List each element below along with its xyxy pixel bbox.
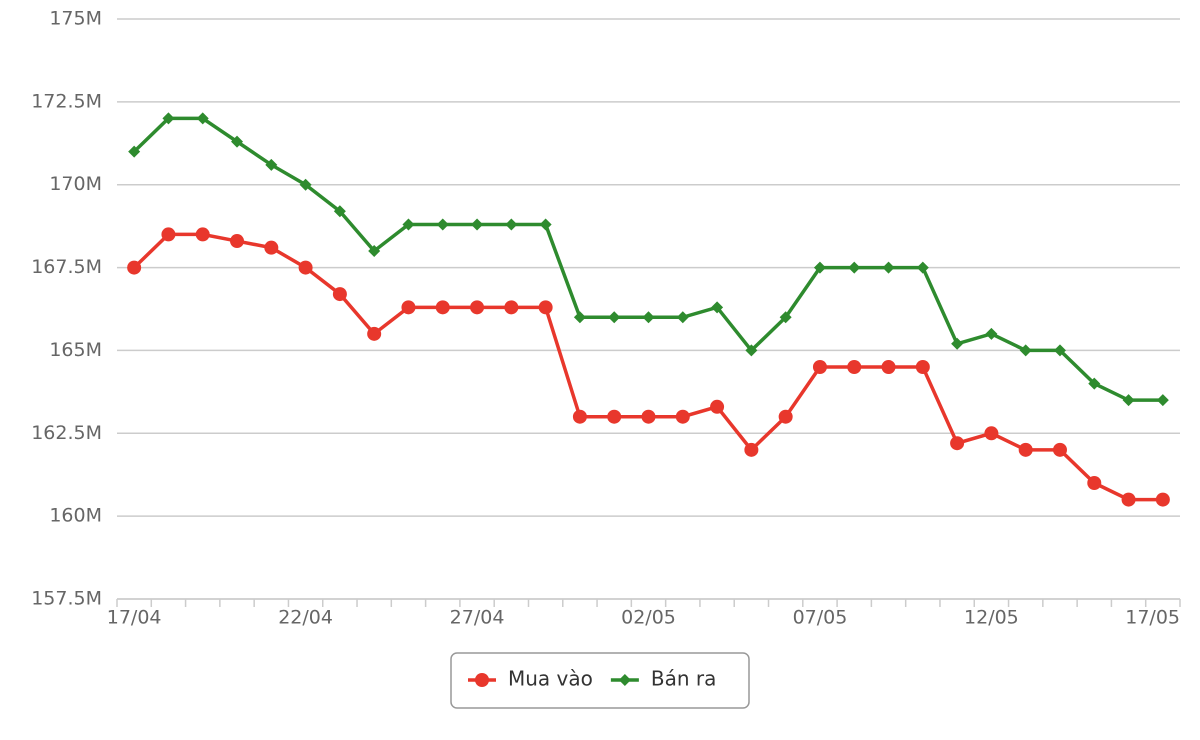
point — [710, 399, 725, 414]
point — [264, 240, 279, 255]
series-line — [132, 232, 1163, 502]
point — [128, 145, 141, 158]
x-tick-label: 22/04 — [278, 607, 333, 629]
point — [1156, 394, 1169, 407]
point — [504, 300, 519, 315]
point — [435, 300, 450, 315]
y-tick-label: 157.5M — [31, 588, 102, 610]
point — [196, 112, 209, 125]
point — [1155, 492, 1170, 507]
point — [1053, 344, 1066, 357]
point — [1087, 476, 1102, 490]
point — [745, 344, 758, 357]
point — [368, 245, 381, 257]
point — [333, 205, 346, 218]
point — [298, 260, 313, 275]
x-tick-label: 02/05 — [621, 607, 676, 629]
point — [608, 311, 621, 324]
point — [299, 178, 312, 191]
point — [538, 300, 553, 315]
point — [195, 227, 210, 242]
point — [436, 218, 449, 231]
x-tick-label: 17/04 — [107, 607, 162, 629]
point — [572, 409, 587, 424]
point — [505, 218, 518, 231]
point — [401, 300, 416, 315]
point — [641, 409, 656, 424]
y-tick-label: 162.5M — [31, 422, 102, 444]
point — [711, 301, 724, 314]
point — [984, 426, 999, 441]
point — [812, 360, 827, 374]
point — [779, 311, 792, 324]
point — [1018, 442, 1033, 457]
x-tick-label: 07/05 — [793, 607, 848, 629]
y-tick-label: 170M — [49, 173, 102, 195]
point — [539, 218, 552, 231]
point — [950, 436, 965, 451]
x-tick-label: 27/04 — [450, 607, 505, 629]
legend-label: Bán ra — [651, 667, 717, 691]
point — [676, 311, 689, 324]
legend-box — [450, 652, 750, 709]
y-tick-label: 167.5M — [31, 256, 102, 278]
point — [1121, 492, 1136, 507]
point — [1122, 394, 1135, 407]
y-tick-label: 172.5M — [31, 90, 102, 112]
point — [470, 300, 485, 315]
point — [161, 227, 176, 242]
y-tick-label: 175M — [49, 8, 102, 30]
point — [675, 409, 690, 424]
point — [744, 442, 759, 457]
legend-label: Mua vào — [508, 667, 593, 691]
point — [607, 409, 622, 424]
point — [1019, 344, 1032, 357]
point — [642, 311, 655, 324]
point — [1088, 377, 1101, 390]
point — [881, 360, 896, 374]
point — [916, 261, 929, 274]
x-tick-label: 12/05 — [964, 607, 1019, 629]
point — [573, 311, 586, 324]
y-tick-label: 160M — [49, 505, 102, 527]
point — [778, 409, 793, 424]
point — [471, 218, 484, 231]
point — [882, 261, 895, 274]
point — [848, 261, 861, 274]
point — [265, 158, 278, 171]
point — [847, 360, 862, 374]
x-tick-label: 17/05 — [1125, 607, 1180, 629]
point — [813, 261, 826, 274]
point — [951, 337, 964, 350]
point — [127, 260, 142, 275]
legend-marker — [475, 673, 489, 687]
point — [1052, 442, 1067, 457]
point — [230, 234, 245, 249]
point — [162, 112, 175, 125]
legend: Mua vào Bán ra — [468, 667, 716, 691]
point — [231, 135, 244, 148]
point — [367, 326, 382, 341]
y-tick-label: 165M — [49, 339, 102, 361]
legend-marker — [618, 674, 631, 686]
point — [915, 360, 930, 374]
point — [402, 218, 415, 231]
point — [985, 327, 998, 340]
point — [332, 287, 347, 302]
